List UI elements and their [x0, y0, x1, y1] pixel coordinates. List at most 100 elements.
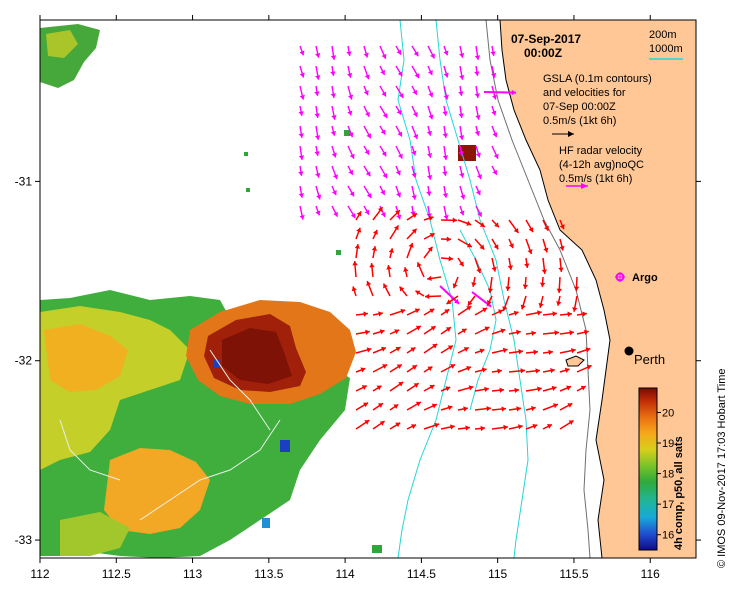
hf-arrow	[355, 329, 370, 335]
y-tick-label: -32	[15, 354, 33, 368]
gsla-arrow	[298, 105, 304, 116]
gsla-legend-line1: GSLA (0.1m contours)	[543, 73, 652, 85]
gsla-arrow	[491, 65, 497, 78]
hf-arrow	[457, 328, 467, 335]
hf-arrow	[352, 260, 358, 278]
hf-arrow	[525, 238, 533, 255]
hf-arrow	[389, 346, 401, 354]
hf-arrow	[542, 219, 549, 232]
hf-arrow	[440, 217, 458, 223]
gsla-velocity-arrows	[298, 45, 517, 308]
gsla-arrow	[299, 205, 305, 220]
x-tick-label: 115.5	[559, 567, 588, 581]
x-tick-label: 115	[488, 567, 507, 581]
hf-arrow	[573, 276, 580, 292]
x-tick-label: 113	[183, 567, 202, 581]
hf-arrow	[520, 295, 527, 310]
hf-arrow	[389, 381, 404, 392]
hf-arrow	[452, 276, 459, 289]
gsla-arrow	[363, 85, 369, 96]
gsla-arrow	[395, 125, 403, 137]
hf-arrow	[416, 262, 425, 278]
hf-arrow	[491, 347, 508, 354]
hf-arrow	[539, 276, 546, 288]
hf-arrow	[386, 265, 392, 278]
hf-arrow	[440, 255, 454, 262]
hf-arrow	[525, 310, 542, 316]
hf-radar-velocity-arrows	[351, 206, 592, 432]
gsla-arrow	[475, 165, 482, 180]
hf-arrow	[389, 363, 403, 373]
gsla-arrow	[411, 145, 417, 156]
contour-1000m	[435, 20, 529, 558]
gsla-arrow	[411, 65, 420, 79]
hf-arrow	[355, 227, 362, 240]
sst-layer	[40, 24, 476, 558]
gsla-arrow	[347, 185, 355, 197]
hf-arrow	[559, 311, 573, 317]
gsla-arrow	[426, 205, 432, 218]
sst-cold-speck	[262, 518, 270, 528]
hf-arrow	[542, 385, 557, 392]
gsla-arrow	[379, 165, 388, 179]
gsla-arrow	[459, 45, 465, 58]
gsla-arrow	[395, 85, 404, 99]
gsla-arrow	[331, 185, 337, 196]
argo-label: Argo	[632, 272, 658, 284]
hf-arrow	[388, 248, 394, 259]
hf-arrow	[457, 425, 470, 431]
hf-arrow	[505, 276, 511, 292]
hf-arrow	[389, 225, 400, 240]
colorbar-tick-label: 20	[662, 407, 674, 419]
gsla-arrow	[379, 125, 386, 135]
hf-arrow	[474, 405, 491, 412]
gsla-arrow	[442, 145, 449, 160]
hf-arrow	[491, 257, 497, 272]
hf-arrow	[355, 211, 362, 221]
hf-arrow	[491, 328, 506, 335]
gsla-arrow	[330, 125, 337, 136]
gsla-arrow	[458, 85, 464, 96]
gsla-arrow	[330, 85, 336, 98]
hf-arrow	[424, 293, 442, 300]
hf-arrow	[474, 257, 482, 274]
gsla-arrow	[298, 165, 304, 176]
hf-arrow	[369, 262, 375, 278]
gsla-arrow	[395, 165, 401, 176]
gsla-arrow	[459, 205, 465, 216]
gsla-arrow	[395, 105, 402, 115]
hf-arrow	[559, 385, 572, 392]
hf-arrow	[559, 367, 570, 373]
hf-arrow	[355, 384, 368, 392]
gsla-arrow	[363, 165, 371, 177]
legend-200m-label: 200m	[649, 29, 677, 41]
hf-arrow	[491, 238, 499, 250]
hf-arrow	[525, 349, 539, 355]
hf-arrow	[559, 238, 565, 251]
gsla-arrow	[299, 85, 305, 100]
gsla-arrow	[458, 105, 464, 118]
hf-arrow	[502, 295, 510, 312]
hf-arrow	[457, 365, 472, 373]
hf-arrow	[372, 402, 384, 411]
hf-arrow	[508, 238, 514, 249]
gsla-arrow	[347, 85, 354, 100]
rottnest-island	[565, 355, 585, 367]
hf-arrow	[389, 403, 399, 411]
gsla-legend-line4: 0.5m/s (1kt 6h)	[543, 115, 616, 127]
hf-legend-line3: 0.5m/s (1kt 6h)	[559, 173, 632, 185]
gsla-arrow	[298, 145, 305, 160]
hf-arrow	[508, 424, 523, 430]
hf-arrow	[474, 326, 490, 335]
hf-arrow	[406, 382, 420, 392]
sst-patch-south-lime	[60, 512, 130, 556]
hf-arrow	[423, 246, 433, 259]
gsla-arrow	[347, 65, 353, 78]
hf-arrow	[351, 286, 357, 297]
hf-arrow	[491, 309, 504, 316]
gsla-arrow	[458, 145, 464, 156]
hf-arrow	[576, 329, 589, 335]
hf-arrow	[508, 387, 520, 394]
hf-arrow	[457, 257, 465, 267]
hf-arrow	[406, 228, 418, 240]
